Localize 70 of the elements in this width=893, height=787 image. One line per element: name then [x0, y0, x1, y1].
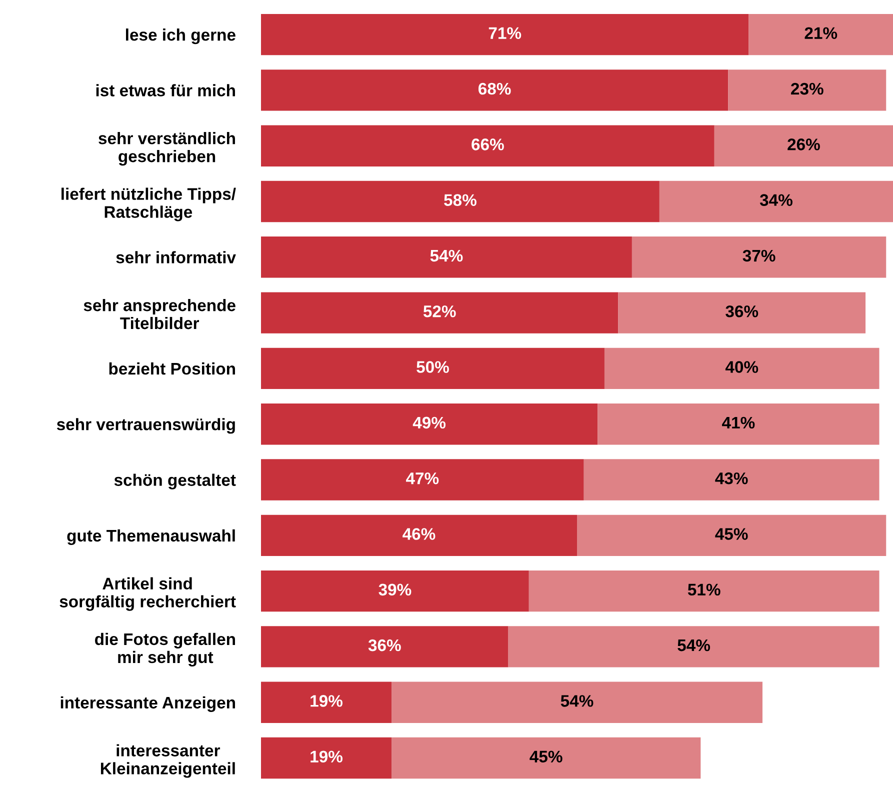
data-label: 37% — [742, 250, 776, 262]
data-label: 52% — [423, 305, 456, 318]
bar — [261, 180, 660, 222]
y-tick-label: sehr informativ — [116, 251, 236, 264]
bar — [261, 292, 618, 334]
y-tick-label: sehr verständlich geschrieben — [98, 132, 235, 166]
bar — [598, 404, 880, 445]
bar — [748, 14, 893, 56]
data-label: 51% — [688, 584, 720, 596]
y-tick-label: lese ich gerne — [126, 28, 236, 44]
bar — [618, 292, 866, 334]
data-label: 23% — [791, 82, 824, 95]
bar — [261, 348, 604, 390]
data-label: 21% — [804, 27, 838, 39]
data-label: 19% — [310, 695, 342, 707]
y-tick-label: sehr ansprechende Titelbilder — [84, 298, 236, 330]
bar — [261, 404, 598, 445]
bar — [659, 180, 893, 222]
bar — [604, 348, 880, 390]
bar — [577, 514, 886, 556]
bar — [261, 514, 577, 556]
data-label: 50% — [416, 361, 449, 373]
data-label: 66% — [472, 138, 504, 150]
bar — [261, 626, 508, 668]
bar — [261, 236, 632, 278]
data-label: 45% — [530, 750, 562, 762]
bar — [261, 70, 728, 111]
bar — [714, 125, 893, 166]
data-label: 54% — [430, 250, 463, 262]
data-label: 54% — [560, 695, 594, 707]
y-tick-label: die Fotos gefallen mir sehr gut — [95, 632, 235, 667]
data-label: 41% — [722, 416, 755, 429]
data-label: 34% — [760, 194, 792, 206]
data-label: 39% — [378, 584, 412, 596]
y-tick-label: liefert nützliche Tipps/ Ratschläge — [62, 188, 236, 222]
y-tick-label: gute Themenauswahl — [67, 529, 235, 545]
bar — [528, 570, 880, 612]
y-tick-label: schön gestaltet — [114, 474, 236, 490]
y-tick-label: interessanter Kleinanzeigenteil — [100, 744, 235, 778]
data-label: 19% — [310, 750, 342, 762]
bar — [584, 459, 880, 500]
data-label: 43% — [715, 472, 748, 484]
data-label: 26% — [788, 138, 820, 150]
data-label: 45% — [715, 528, 748, 540]
y-tick-label: Artikel sind sorgfältig recherchiert — [60, 577, 236, 611]
y-tick-label: bezieht Position — [109, 362, 235, 375]
bar — [392, 682, 762, 723]
data-label: 40% — [725, 361, 758, 373]
bar — [261, 125, 714, 166]
bar — [261, 570, 529, 612]
bar — [261, 682, 392, 723]
data-label: 36% — [726, 305, 758, 318]
bar — [261, 737, 392, 779]
data-label: 68% — [478, 82, 511, 95]
bar — [632, 236, 886, 278]
data-label: 71% — [488, 27, 522, 39]
data-label: 36% — [368, 639, 401, 652]
data-label: 58% — [444, 194, 476, 206]
data-label: 54% — [678, 639, 710, 652]
y-tick-label: ist etwas für mich — [96, 84, 235, 96]
bar — [261, 459, 584, 500]
bar — [261, 14, 749, 56]
data-label: 47% — [406, 472, 439, 484]
y-tick-label: sehr vertrauenswürdig — [56, 418, 235, 434]
data-label: 49% — [412, 416, 446, 429]
y-tick-label: interessante Anzeigen — [60, 696, 235, 712]
bar — [508, 626, 880, 668]
bar — [728, 70, 886, 111]
data-label: 46% — [402, 528, 436, 540]
bar — [392, 737, 701, 779]
